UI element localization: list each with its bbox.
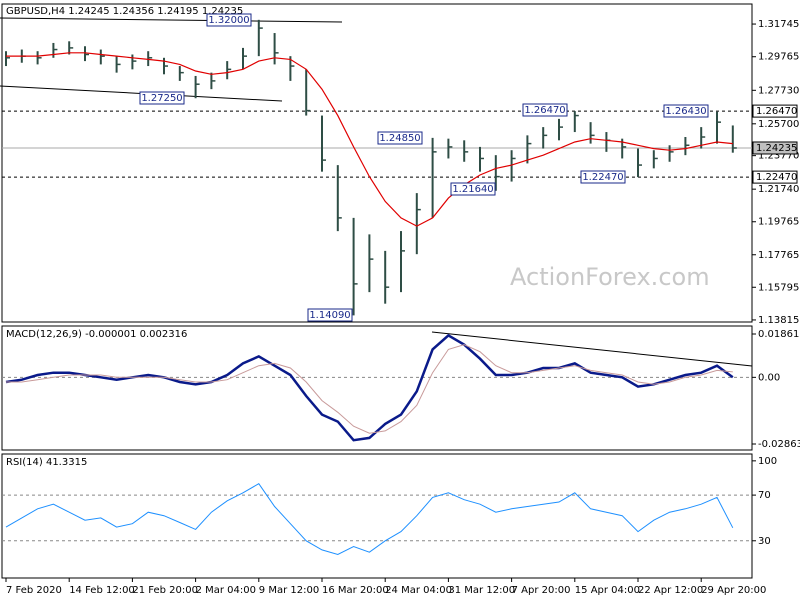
price-tag — [752, 170, 798, 184]
annotation: 1.24850 — [379, 133, 420, 144]
annotation-box — [206, 13, 252, 27]
y-tick-label: 70 — [758, 490, 771, 501]
line — [5, 333, 734, 442]
line — [6, 52, 733, 227]
y-tick-label: 0.00 — [758, 372, 780, 383]
y-tick-label: 1.29765 — [758, 52, 799, 63]
x-tick-label: 21 Feb 20:00 — [132, 585, 198, 596]
y-tick-label: 1.17765 — [758, 250, 799, 261]
macd-panel — [1, 325, 753, 451]
y-tick-label: 1.23770 — [758, 151, 799, 162]
line — [6, 344, 733, 434]
x-tick-label: 29 Apr 20:00 — [701, 585, 766, 596]
macd-title: MACD(12,26,9) -0.000001 0.002316 — [6, 329, 187, 340]
price-panel — [1, 3, 753, 323]
line — [5, 483, 734, 556]
y-tick-label: 1.15795 — [758, 282, 799, 293]
annotation-box — [663, 104, 709, 118]
x-tick-label: 24 Mar 04:00 — [385, 585, 452, 596]
y-tick-label: 100 — [758, 456, 777, 467]
y-tick-label: 1.21740 — [758, 184, 799, 195]
price-tag — [752, 104, 798, 118]
annotation: 1.26470 — [524, 105, 565, 116]
x-tick-label: 15 Apr 04:00 — [575, 585, 640, 596]
price-tag-label: 1.26470 — [756, 106, 797, 117]
x-tick-label: 22 Apr 12:00 — [638, 585, 703, 596]
price-title: GBPUSD,H4 1.24245 1.24356 1.24195 1.2423… — [6, 6, 243, 17]
x-tick-label: 7 Apr 20:00 — [512, 585, 571, 596]
x-tick-label: 14 Feb 12:00 — [69, 585, 135, 596]
annotation-box — [522, 103, 568, 117]
annotation: 1.26430 — [665, 106, 706, 117]
annotation: 1.22470 — [582, 172, 623, 183]
y-tick-label: 1.31745 — [758, 19, 799, 30]
x-tick-label: 7 Feb 2020 — [6, 585, 62, 596]
annotation: 1.21640 — [452, 184, 493, 195]
y-tick-label: 1.25700 — [758, 119, 799, 130]
annotation-box — [377, 131, 423, 145]
annotation: 1.27250 — [141, 93, 182, 104]
y-tick-label: 1.19765 — [758, 217, 799, 228]
annotation-box — [139, 91, 185, 105]
rsi-title: RSI(14) 41.3315 — [6, 457, 87, 468]
annotation-box — [307, 308, 353, 322]
macd-divergence-line — [431, 331, 753, 367]
y-tick-label: 30 — [758, 536, 771, 547]
annotation-box — [580, 170, 626, 184]
annotation: 1.14090 — [309, 310, 350, 321]
annotation: 1.32000 — [208, 15, 249, 26]
price-tag-label: 1.22470 — [756, 172, 797, 183]
watermark: ActionForex.com — [510, 263, 710, 291]
rsi-panel — [1, 453, 753, 579]
y-tick-label: 1.27730 — [758, 85, 799, 96]
price-tag — [752, 141, 798, 155]
x-tick-label: 16 Mar 20:00 — [322, 585, 389, 596]
y-tick-label: 1.13815 — [758, 315, 799, 326]
x-tick-label: 2 Mar 04:00 — [196, 585, 256, 596]
price-tag-label: 1.24235 — [756, 143, 797, 154]
annotation-box — [450, 182, 496, 196]
y-tick-label: 0.018615 — [758, 329, 800, 340]
trend-line — [0, 17, 343, 23]
x-tick-label: 31 Mar 12:00 — [448, 585, 515, 596]
x-tick-label: 9 Mar 12:00 — [259, 585, 319, 596]
